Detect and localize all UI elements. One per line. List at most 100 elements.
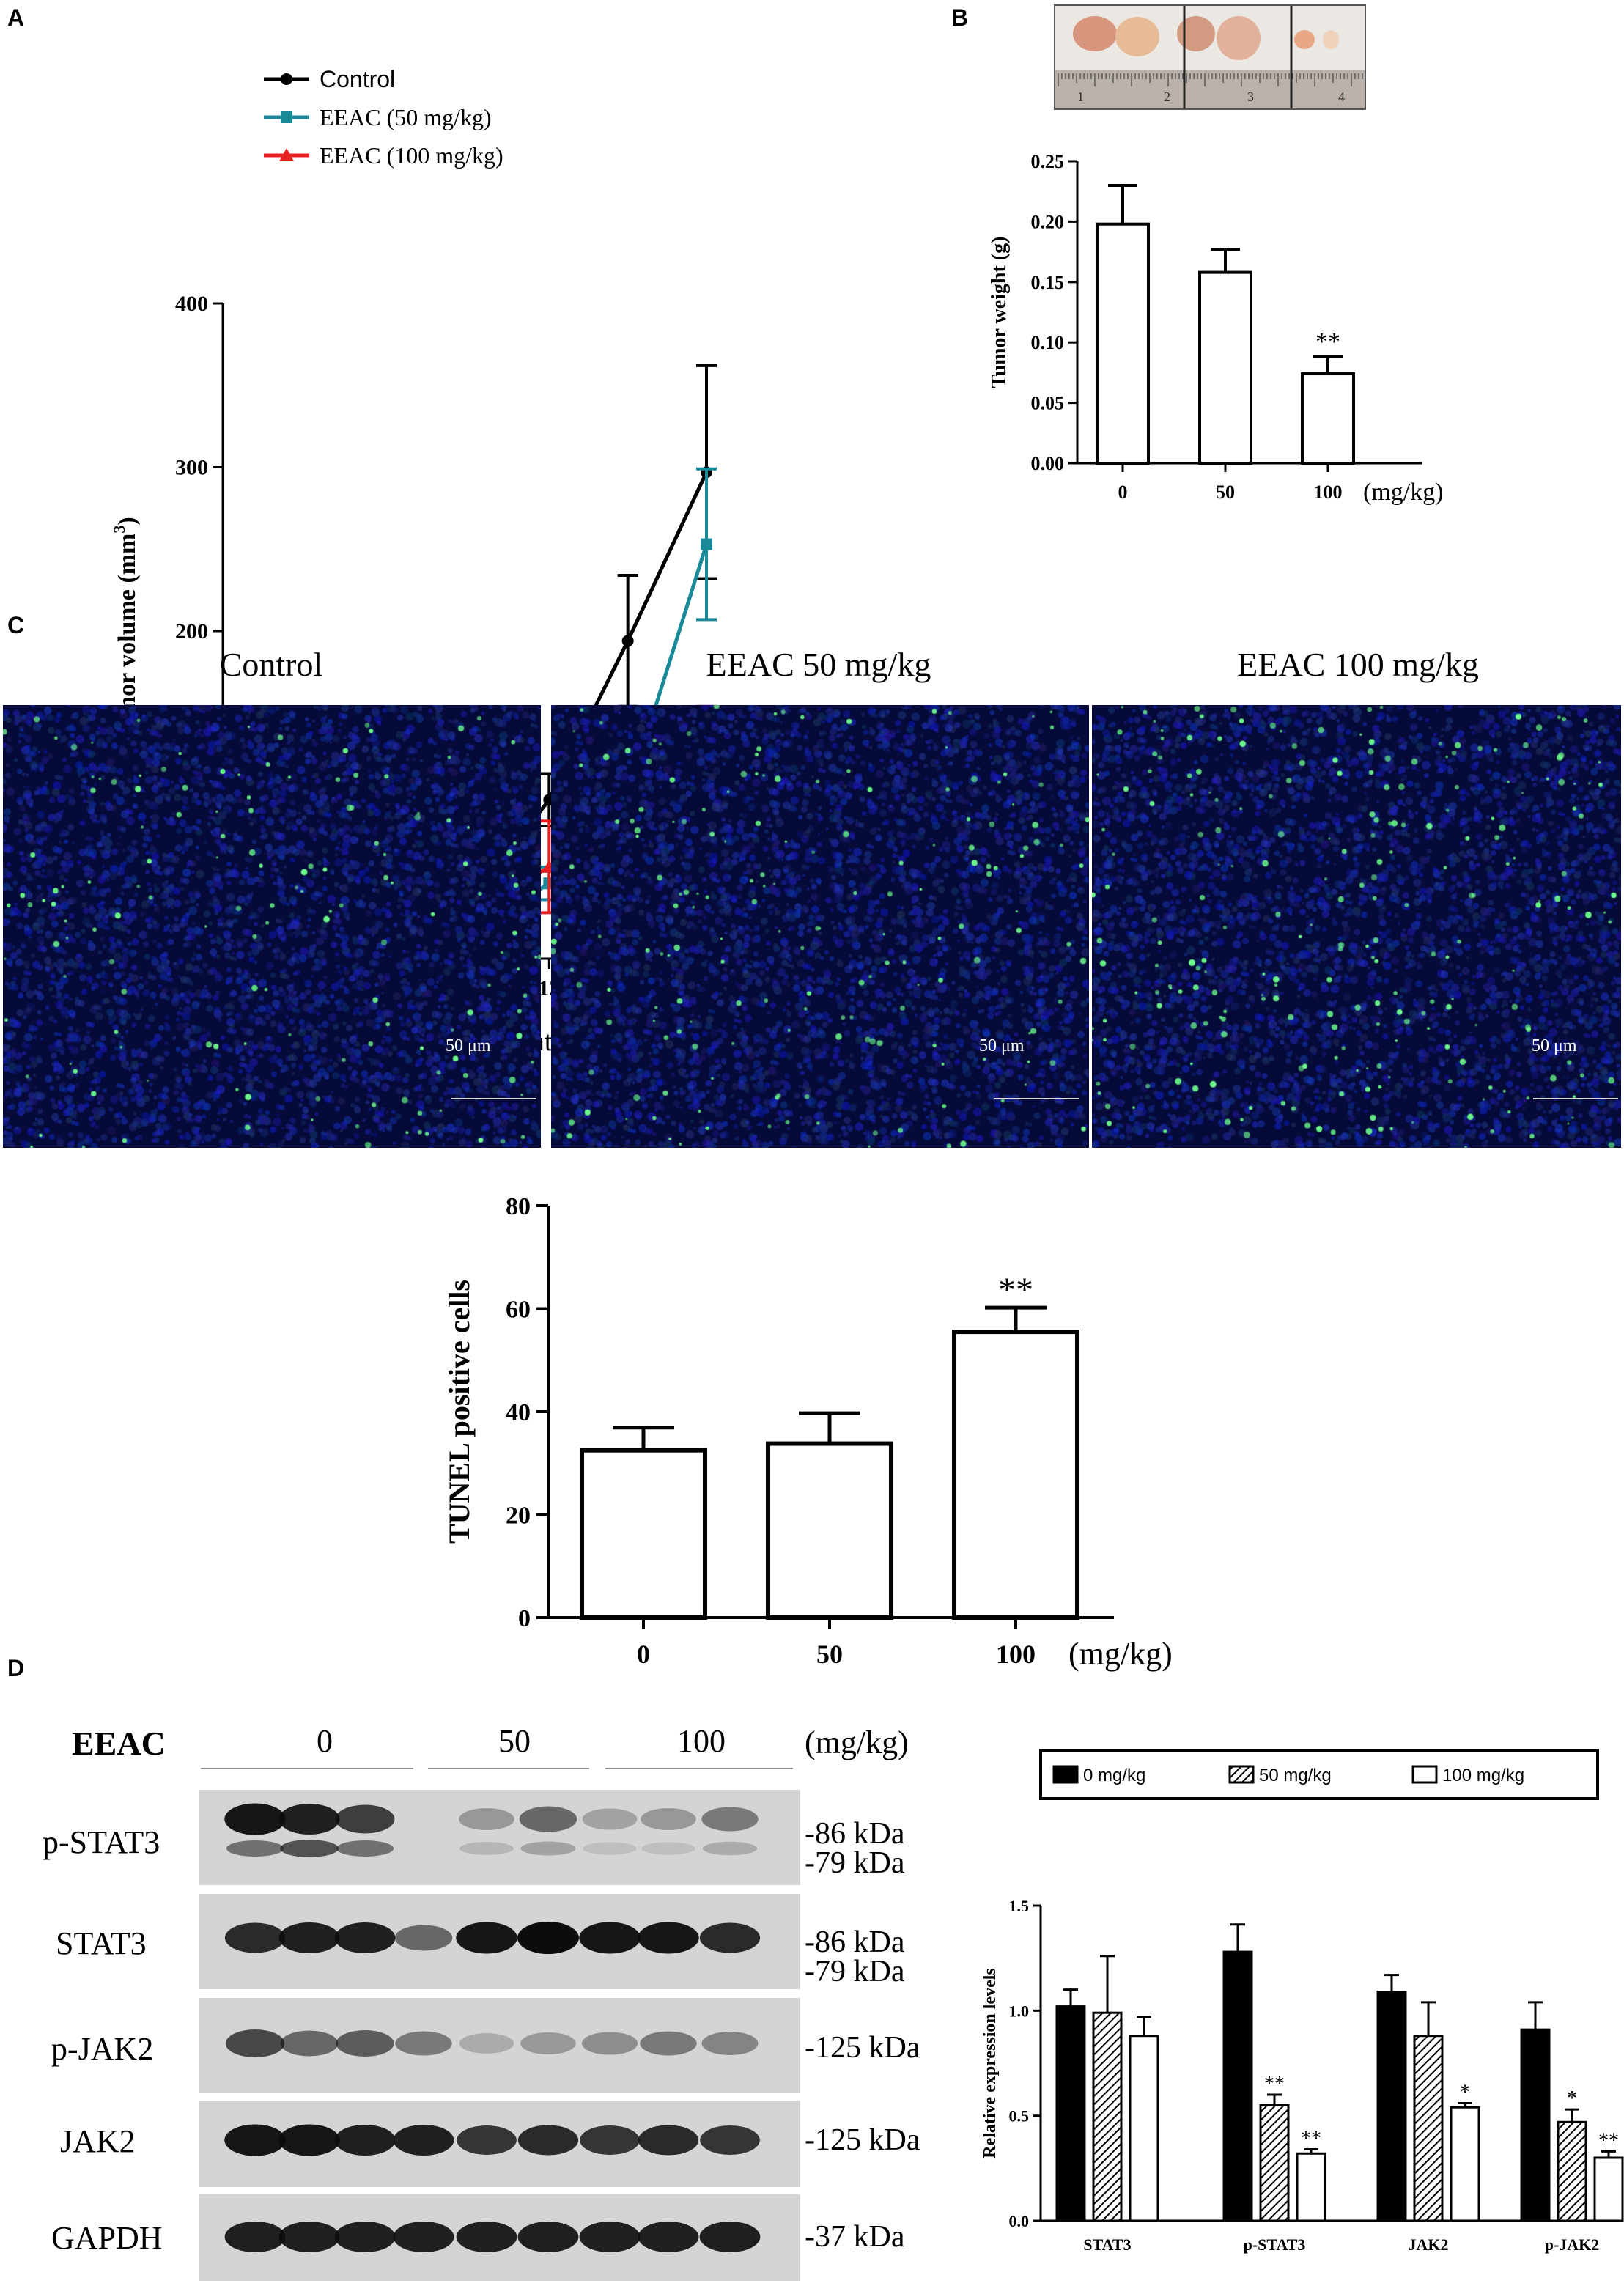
tunel-bar-chart: 0 20 40 60 80 TUNEL positive cells 0 50 100 (mg/k… <box>443 1193 1173 1672</box>
blot-band <box>640 2031 697 2056</box>
tumor-volume-line-chart: 010020030040009121518Days after implanta… <box>110 66 733 1057</box>
scale-bar <box>451 1098 536 1099</box>
bar <box>1198 270 1252 465</box>
tumor-weight-bar-chart: 0.00 0.05 0.10 0.15 0.20 0.25 Tumor weight (g)… <box>988 151 1444 506</box>
x-tick-label: JAK2 <box>1409 2235 1449 2254</box>
group-underline-50 <box>428 1768 589 1769</box>
blot-band <box>224 2222 286 2252</box>
legend-label: EEAC (50 mg/kg) <box>320 104 492 130</box>
x-tick-label: 100 <box>996 1640 1036 1669</box>
blot-band <box>641 1842 695 1855</box>
blot-band <box>459 1842 514 1855</box>
y-tick-label: 0.15 <box>1031 272 1065 293</box>
kda-marker: -125 kDa <box>805 2031 920 2065</box>
blot-band <box>581 2032 638 2055</box>
y-tick-label: 20 <box>506 1503 531 1530</box>
blot-band <box>280 1840 339 1857</box>
bar <box>1376 1991 1407 2222</box>
blot-band <box>334 1922 396 1953</box>
blot-band <box>224 1922 286 1953</box>
y-tick-label: 0.20 <box>1031 211 1065 232</box>
ruler-number-3: 3 <box>1247 89 1254 104</box>
significance-marker: * <box>1460 2081 1470 2104</box>
unit-label: (mg/kg) <box>1363 479 1444 506</box>
blot-band <box>456 2222 517 2252</box>
bar <box>1593 2156 1624 2222</box>
y-tick-label: 0.0 <box>1009 2212 1030 2230</box>
legend-box <box>1039 1749 1599 1800</box>
relative-expression-bar-chart: 0.0 0.5 1.0 1.5 Relative expression levels ST… <box>981 1749 1624 2254</box>
significance-marker: ** <box>1264 2073 1285 2095</box>
bar <box>1296 2152 1326 2222</box>
kda-marker: -37 kDa <box>805 2220 905 2254</box>
blot-group-100: 100 <box>677 1723 726 1759</box>
panel-letter-b: B <box>951 4 969 31</box>
micrograph-control: 50 μm <box>3 705 541 1148</box>
blot-band <box>278 2222 340 2252</box>
ruler-number-1: 1 <box>1077 89 1084 104</box>
kda-marker: -125 kDa <box>805 2123 920 2157</box>
blot-band <box>278 1922 340 1953</box>
y-axis-label: Tumor weight (g) <box>988 237 1011 388</box>
blot-band <box>580 2125 640 2155</box>
blot-band <box>459 2033 514 2054</box>
x-tick-label: 0 <box>1118 482 1128 503</box>
blot-strip-p-jak2 <box>199 1998 800 2093</box>
kda-marker: -86 kDa <box>805 1925 905 1959</box>
y-tick-label: 1.0 <box>1009 2002 1030 2020</box>
scale-bar-label: 50 μm <box>446 1036 491 1055</box>
legend-swatch <box>1411 1765 1438 1784</box>
y-axis-label-close: ) <box>114 517 141 525</box>
scale-bar-label: 50 μm <box>979 1036 1025 1055</box>
ruler-number-2: 2 <box>1164 89 1170 104</box>
bar <box>1259 2104 1290 2222</box>
bar <box>1450 2106 1480 2222</box>
blot-band <box>456 1922 517 1954</box>
kda-marker: -79 kDa <box>805 1846 905 1880</box>
unit-label: (mg/kg) <box>1068 1636 1173 1672</box>
blot-band <box>226 1840 284 1857</box>
blot-band <box>638 2222 699 2252</box>
legend-swatch <box>1052 1765 1079 1784</box>
blot-band <box>278 1804 340 1835</box>
y-tick-label: 60 <box>506 1297 531 1324</box>
scale-bar <box>994 1098 1079 1099</box>
blot-band <box>699 1922 761 1953</box>
y-tick-label: 200 <box>175 619 208 644</box>
legend-label: Control <box>320 66 395 92</box>
blot-band <box>641 1808 696 1830</box>
y-tick-label: 0.5 <box>1009 2107 1030 2125</box>
blot-row-label: GAPDH <box>51 2220 163 2256</box>
legend-swatch <box>1228 1765 1255 1784</box>
x-tick-label: 50 <box>1216 482 1235 503</box>
legend-marker <box>281 111 292 123</box>
significance-marker: ** <box>998 1271 1033 1310</box>
ruler-ticks <box>1058 73 1363 86</box>
blot-band <box>702 1841 758 1856</box>
bar <box>1096 222 1150 465</box>
blot-band <box>520 1841 576 1856</box>
significance-marker: * <box>1567 2087 1577 2110</box>
blot-row-label: p-STAT3 <box>43 1824 160 1860</box>
micrograph-title-eeac50: EEAC 50 mg/kg <box>706 646 931 683</box>
y-axis-label-sup: 3 <box>110 526 128 534</box>
y-tick-label: 0 <box>518 1605 531 1632</box>
blot-band <box>517 1922 579 1954</box>
y-tick-label: 0.10 <box>1031 332 1065 353</box>
micrograph-eeac100: 50 μm <box>1092 705 1621 1148</box>
blot-group-0: 0 <box>317 1723 333 1759</box>
x-tick-label: 0 <box>637 1640 650 1669</box>
bar <box>1055 2005 1086 2222</box>
group-underline-0 <box>201 1768 413 1769</box>
bar <box>952 1330 1079 1621</box>
blot-treatment-label: EEAC <box>72 1725 166 1762</box>
group-underline-100 <box>605 1768 793 1769</box>
y-tick-label: 0.05 <box>1031 393 1065 414</box>
blot-band <box>224 2124 286 2156</box>
bar <box>1222 1950 1253 2222</box>
blot-band <box>517 2222 579 2252</box>
y-tick-label: 0.25 <box>1031 151 1065 172</box>
blot-strip-gapdh <box>199 2194 800 2281</box>
blot-band <box>335 1804 395 1834</box>
y-axis-label: Relative expression levels <box>981 1968 1000 2158</box>
